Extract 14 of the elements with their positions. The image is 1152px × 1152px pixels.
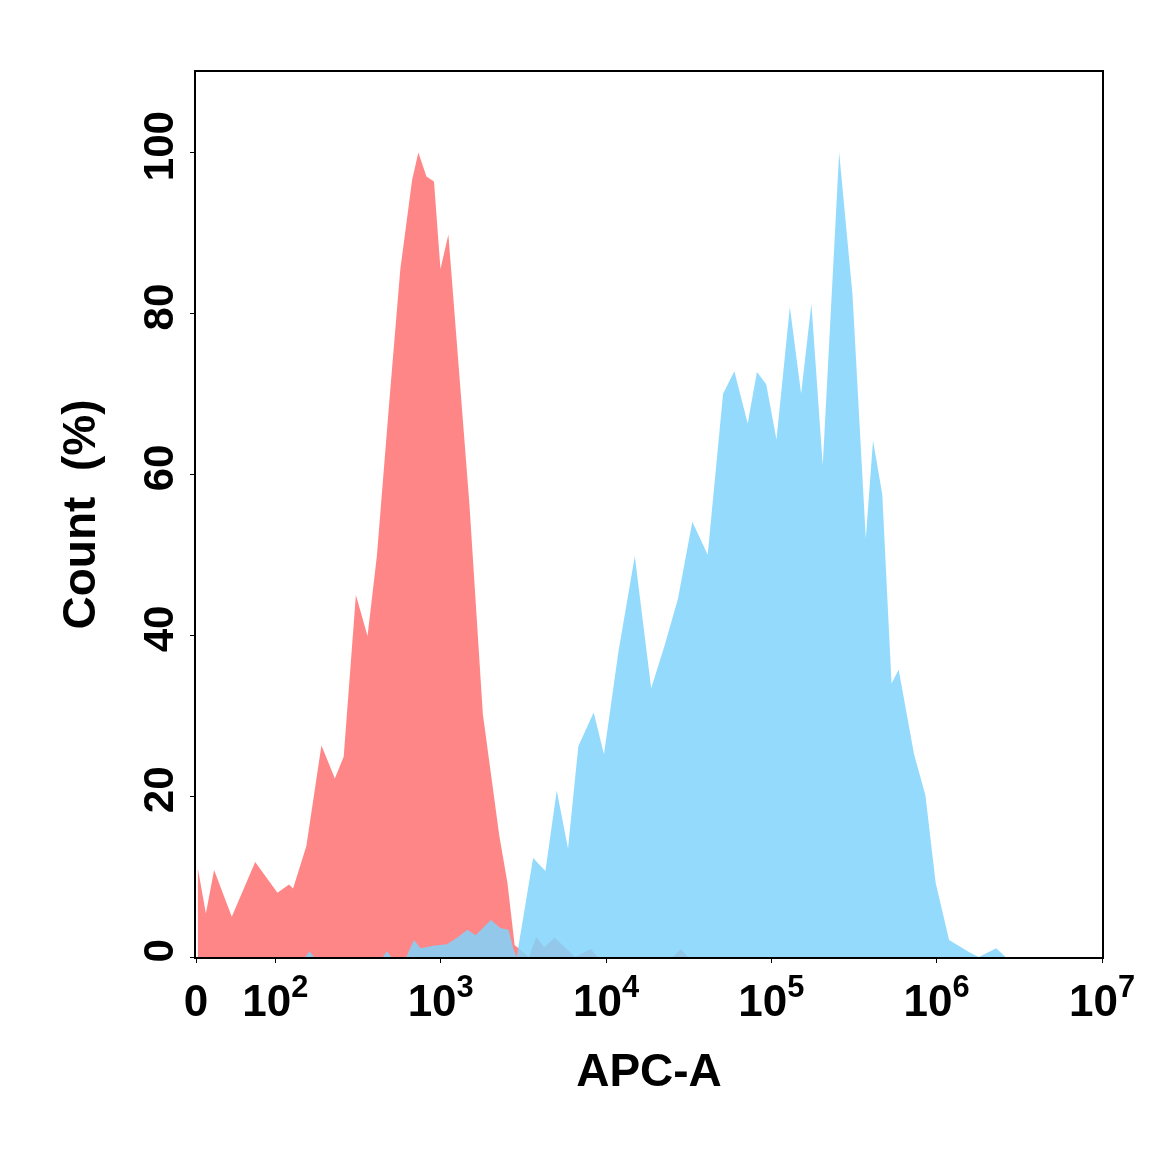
x-tick-label: 10$^{7}$	[1068, 969, 1136, 1025]
y-tick-label: 100	[135, 111, 183, 182]
x-tick-label: 10$^{3}$	[407, 969, 474, 1025]
x-tick-label: 10$^{5}$	[738, 969, 805, 1025]
x-tick-label: 10$^{4}$	[572, 969, 640, 1025]
x-axis-title: APC-A	[576, 1044, 722, 1096]
x-tick-label: 10$^{2}$	[242, 969, 309, 1025]
y-tick-label: 60	[135, 444, 183, 492]
y-tick-label: 80	[135, 283, 183, 331]
x-tick-label: 10$^{6}$	[903, 969, 970, 1025]
y-tick-label: 0	[135, 939, 183, 963]
y-axis-title: Count (%)	[53, 399, 106, 630]
y-tick-label: 40	[135, 605, 183, 653]
y-tick-label: 20	[135, 766, 183, 814]
